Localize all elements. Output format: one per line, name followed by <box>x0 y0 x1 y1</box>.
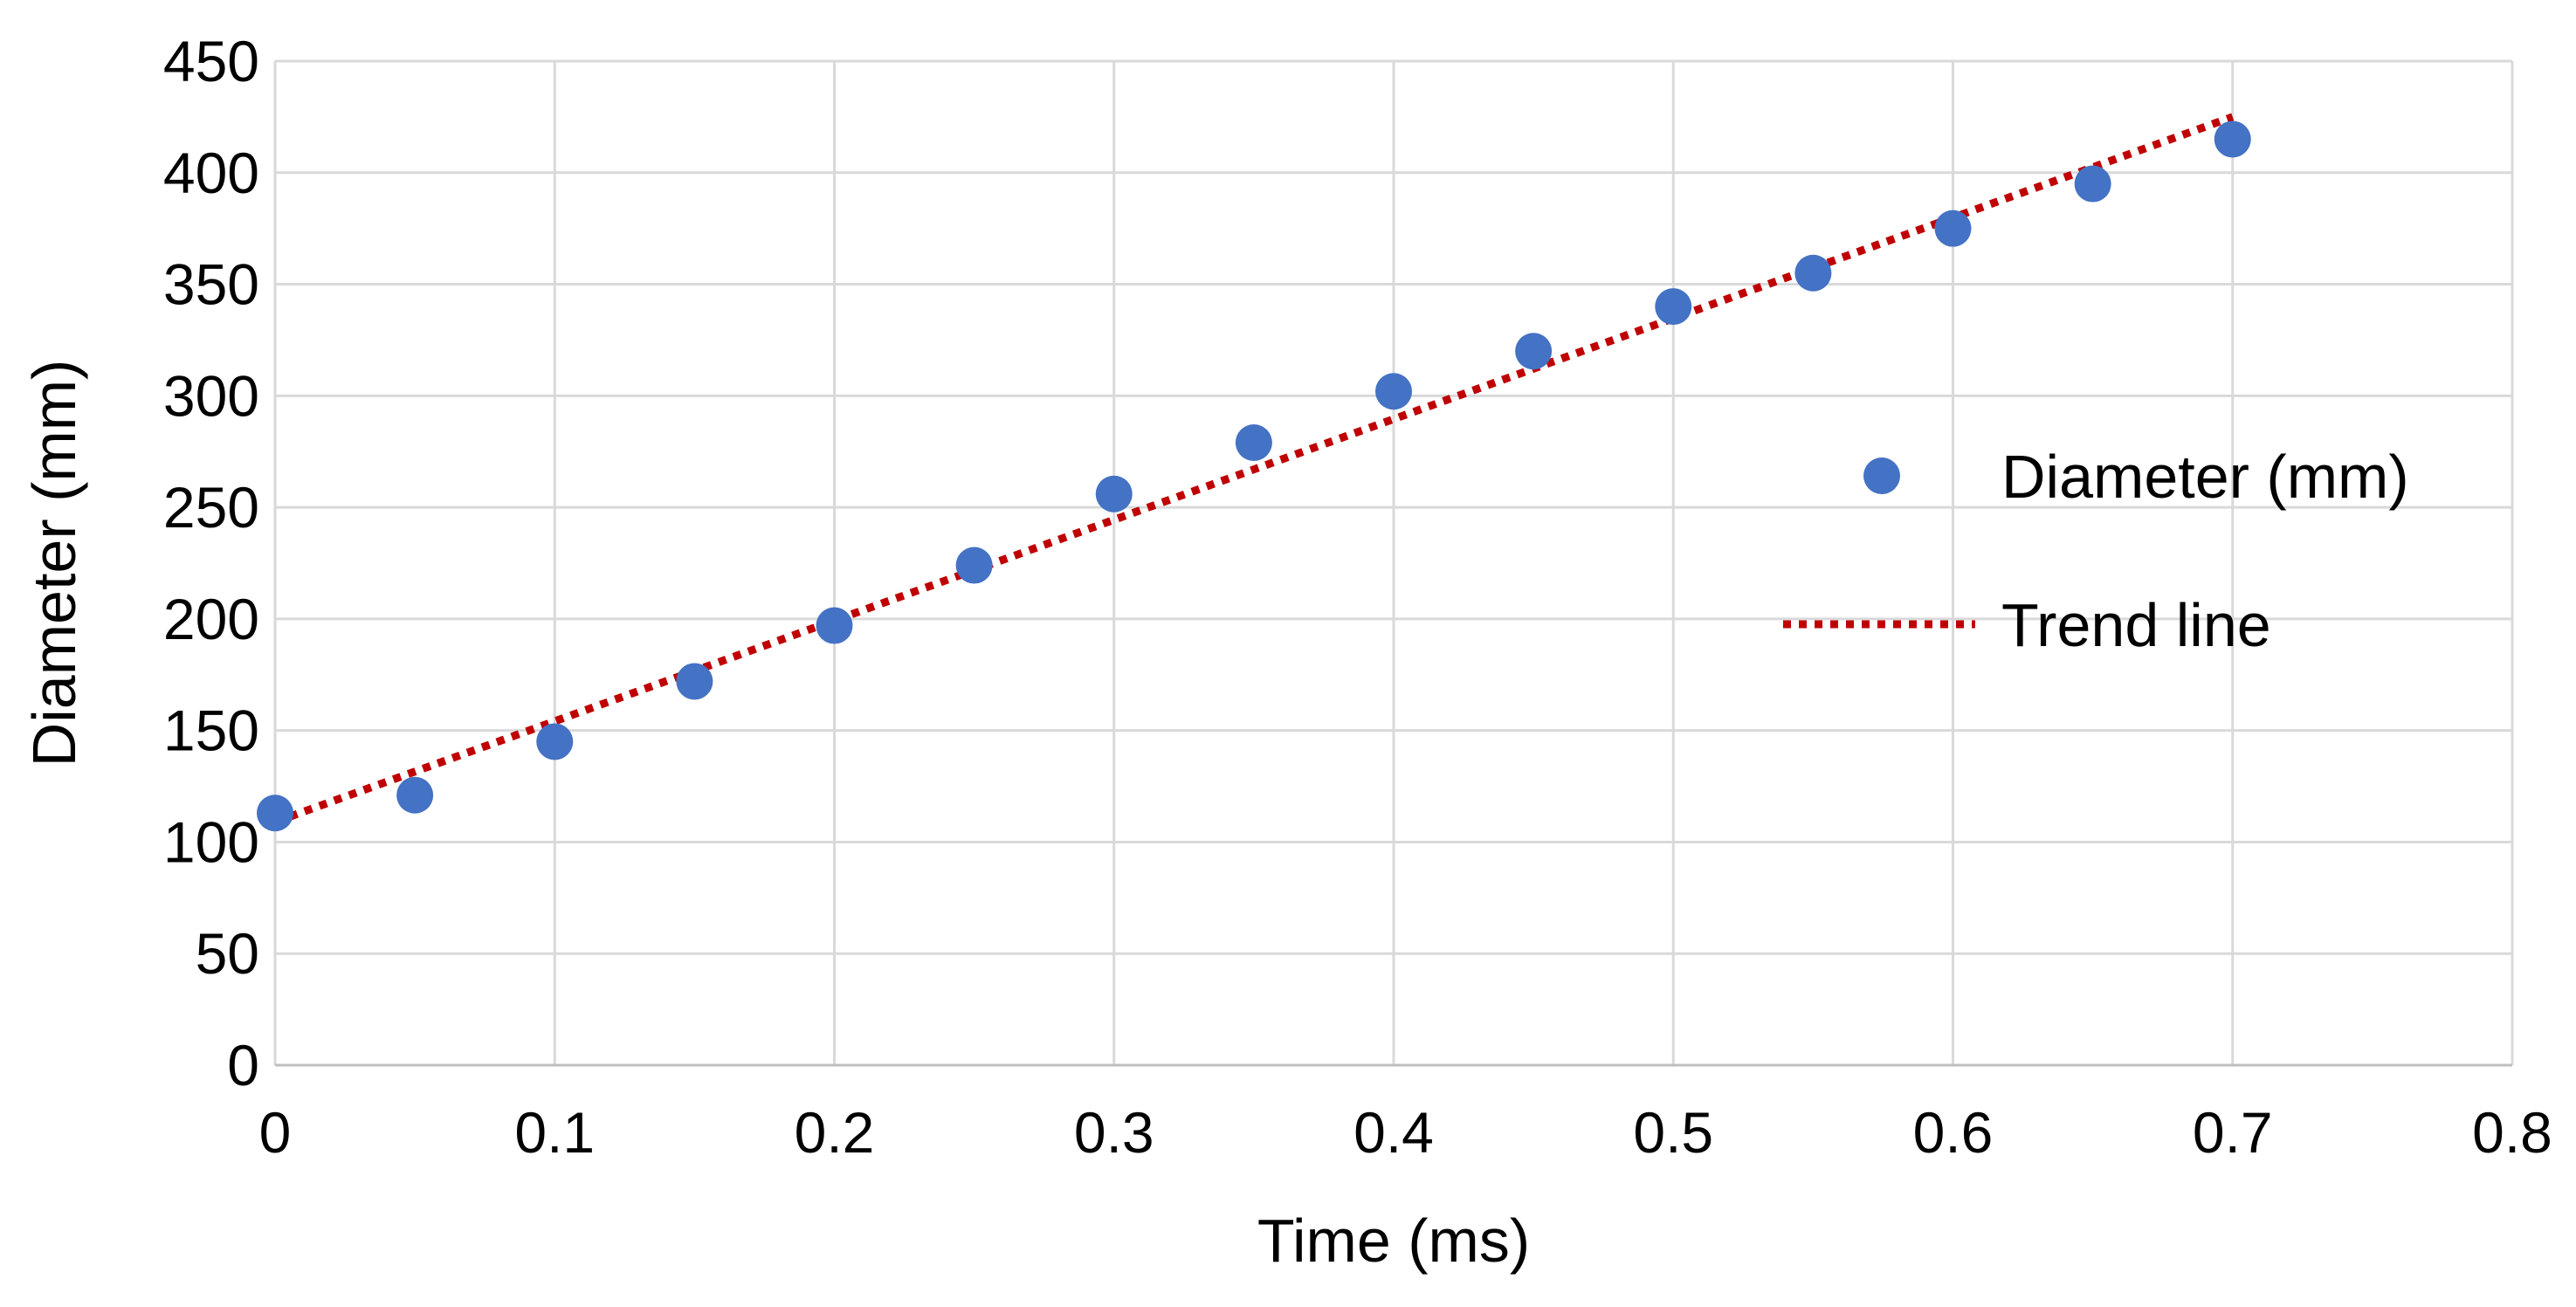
y-tick-label: 400 <box>163 141 259 205</box>
x-tick-label: 0.1 <box>514 1100 595 1165</box>
legend-marker-diameter <box>1863 457 1900 494</box>
x-tick-label: 0.8 <box>2472 1100 2552 1165</box>
data-point <box>1655 288 1692 326</box>
y-tick-labels: 0 50 100 150 200 250 300 350 400 450 <box>163 29 259 1097</box>
x-axis-title: Time (ms) <box>1257 1207 1530 1275</box>
data-point <box>1794 254 1832 292</box>
data-point <box>1375 373 1412 410</box>
data-point <box>955 547 993 584</box>
trend-line <box>273 113 2235 826</box>
grid <box>273 59 2514 1067</box>
y-tick-label: 100 <box>163 809 259 874</box>
y-tick-label: 450 <box>163 29 259 93</box>
legend: Diameter (mm) Trend line <box>1783 443 2409 659</box>
y-tick-label: 200 <box>163 587 259 651</box>
data-point <box>1095 475 1133 512</box>
legend-label-trend: Trend line <box>2001 591 2271 659</box>
data-point <box>1934 210 1972 247</box>
x-tick-label: 0.2 <box>795 1100 875 1165</box>
x-tick-label: 0.7 <box>2193 1100 2273 1165</box>
y-tick-label: 0 <box>227 1033 259 1097</box>
legend-label-diameter: Diameter (mm) <box>2001 443 2409 511</box>
y-tick-label: 250 <box>163 475 259 540</box>
x-tick-labels: 0 0.1 0.2 0.3 0.4 0.5 0.6 0.7 0.8 <box>259 1100 2552 1165</box>
y-axis-title: Diameter (mm) <box>20 360 88 767</box>
x-tick-label: 0.6 <box>1913 1100 1994 1165</box>
data-point <box>257 795 293 832</box>
y-tick-label: 50 <box>196 921 259 986</box>
data-point <box>1515 333 1553 370</box>
x-tick-label: 0.5 <box>1633 1100 1713 1165</box>
plot-area <box>257 113 2251 832</box>
data-point <box>676 663 713 700</box>
data-point <box>536 723 574 760</box>
y-tick-label: 150 <box>163 698 259 763</box>
data-point <box>2074 165 2111 203</box>
data-point <box>1235 424 1272 461</box>
data-point <box>816 607 853 644</box>
y-tick-label: 350 <box>163 252 259 317</box>
x-tick-label: 0.3 <box>1074 1100 1154 1165</box>
data-point <box>2214 120 2251 158</box>
x-tick-label: 0 <box>259 1100 292 1165</box>
data-point <box>396 776 434 814</box>
x-tick-label: 0.4 <box>1353 1100 1434 1165</box>
y-tick-label: 300 <box>163 363 259 428</box>
